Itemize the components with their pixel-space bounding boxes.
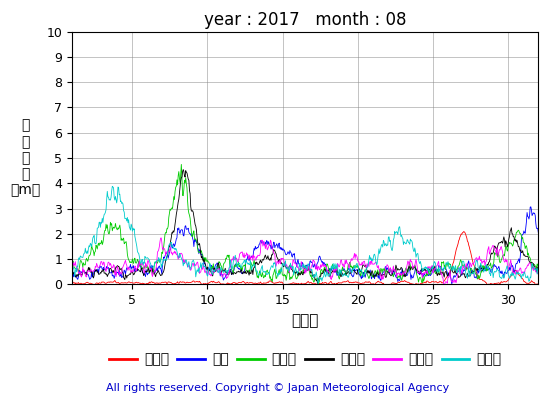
生月島 — [269, 244, 275, 249]
生月島 — [535, 271, 542, 276]
経ヶ岸 — [314, 281, 321, 286]
上ノ国 — [535, 282, 542, 287]
屋久島 — [286, 268, 292, 273]
Line: 唐桑: 唐桑 — [72, 207, 538, 284]
唐桑 — [535, 230, 542, 235]
上ノ国 — [404, 280, 411, 284]
生月島 — [286, 271, 292, 275]
生月島 — [134, 265, 141, 270]
経ヶ岸 — [405, 267, 411, 271]
唐桑 — [448, 282, 455, 286]
石廠崎 — [269, 277, 275, 282]
屋久島 — [70, 267, 77, 272]
上ノ国 — [69, 279, 75, 284]
上ノ国 — [269, 280, 275, 284]
X-axis label: （日）: （日） — [291, 313, 319, 328]
石廠崎 — [286, 270, 292, 275]
上ノ国 — [135, 280, 142, 285]
経ヶ岸 — [69, 271, 75, 275]
唐桑 — [415, 269, 421, 274]
唐桑 — [268, 247, 274, 252]
石廠崎 — [178, 162, 185, 167]
経ヶ岸 — [286, 264, 292, 269]
唐桑 — [70, 270, 77, 275]
屋久島 — [269, 263, 275, 268]
唐桑 — [527, 205, 534, 209]
生月島 — [70, 262, 77, 267]
屋久島 — [405, 238, 411, 243]
Text: 有
義
波
高
（m）: 有 義 波 高 （m） — [11, 118, 41, 198]
生月島 — [415, 270, 422, 275]
経ヶ岸 — [70, 270, 77, 275]
経ヶ岸 — [134, 266, 141, 271]
生月島 — [441, 282, 447, 287]
生月島 — [158, 235, 165, 240]
Line: 生月島: 生月島 — [72, 238, 538, 284]
石廠崎 — [70, 265, 77, 270]
Legend: 上ノ国, 唐桑, 石廠崎, 経ヶ岸, 生月島, 屋久島: 上ノ国, 唐桑, 石廠崎, 経ヶ岸, 生月島, 屋久島 — [103, 347, 507, 372]
Line: 石廠崎: 石廠崎 — [72, 164, 538, 284]
上ノ国 — [415, 282, 422, 286]
唐桑 — [69, 270, 75, 275]
生月島 — [69, 266, 75, 271]
上ノ国 — [92, 282, 98, 287]
石廠崎 — [69, 258, 75, 263]
Line: 屋久島: 屋久島 — [72, 186, 538, 284]
経ヶ岸 — [535, 268, 542, 273]
屋久島 — [315, 282, 321, 286]
上ノ国 — [70, 281, 77, 286]
石廠崎 — [416, 276, 422, 281]
石廠崎 — [315, 282, 321, 286]
経ヶ岸 — [416, 271, 422, 276]
屋久島 — [535, 268, 542, 273]
唐桑 — [403, 273, 410, 278]
生月島 — [404, 262, 411, 267]
経ヶ岸 — [269, 252, 275, 257]
上ノ国 — [286, 282, 292, 286]
Line: 経ヶ岸: 経ヶ岸 — [72, 169, 538, 283]
屋久島 — [416, 260, 422, 265]
上ノ国 — [460, 229, 467, 234]
石廠崎 — [535, 268, 542, 273]
Text: All rights reserved. Copyright © Japan Meteorological Agency: All rights reserved. Copyright © Japan M… — [106, 383, 449, 393]
屋久島 — [109, 184, 115, 189]
唐桑 — [285, 251, 292, 256]
経ヶ岸 — [180, 167, 186, 172]
屋久島 — [69, 268, 75, 273]
石廠崎 — [405, 269, 411, 274]
石廠崎 — [134, 257, 141, 261]
Title: year : 2017   month : 08: year : 2017 month : 08 — [204, 11, 406, 29]
唐桑 — [134, 269, 141, 273]
屋久島 — [135, 250, 142, 255]
Line: 上ノ国: 上ノ国 — [72, 231, 538, 284]
